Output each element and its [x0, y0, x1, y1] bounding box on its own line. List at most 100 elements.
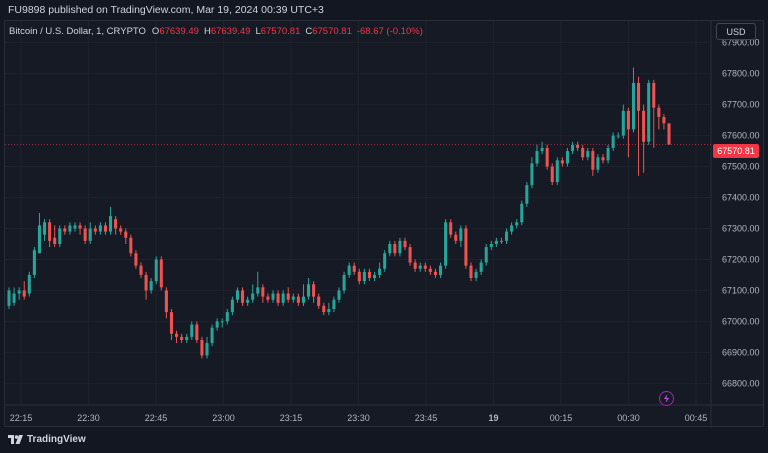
candle-body: [494, 240, 498, 244]
candle-body: [48, 222, 52, 241]
candle-body: [459, 228, 463, 241]
candle-body: [560, 160, 564, 164]
candle-body: [43, 222, 47, 235]
candle-body: [484, 247, 488, 263]
candlestick-chart[interactable]: 67900.00 67800.00 67700.00 67600.00 67500.00…: [5, 21, 765, 428]
candle-body: [642, 110, 646, 142]
candle-body: [220, 321, 224, 323]
y-tick-label: 67600.00: [722, 131, 760, 141]
candle-body: [657, 107, 661, 117]
candle-body: [22, 290, 26, 297]
candle-body: [144, 274, 148, 291]
candle-body: [317, 296, 321, 306]
candle-body: [576, 144, 580, 148]
candle-body: [550, 166, 554, 183]
candle-body: [17, 290, 21, 294]
candle-body: [433, 271, 437, 275]
candle-body: [398, 240, 402, 254]
candle-body: [154, 259, 158, 282]
y-tick-label: 67300.00: [722, 223, 760, 233]
candle-body: [616, 135, 620, 137]
candle-body: [540, 147, 544, 152]
candle-body: [413, 262, 417, 269]
lightning-icon[interactable]: [659, 391, 674, 406]
candle-body: [12, 293, 16, 303]
x-tick-label: 23:00: [212, 413, 235, 423]
candle-body: [276, 293, 280, 303]
candle-body: [83, 228, 87, 241]
candle-body: [637, 82, 641, 111]
candle-body: [555, 160, 559, 183]
legend-symbol[interactable]: Bitcoin / U.S. Dollar, 1, CRYPTO: [9, 26, 146, 37]
candle-body: [327, 309, 331, 313]
candle-body: [230, 299, 234, 313]
legend-open-label: O: [151, 26, 160, 37]
candle-body: [124, 231, 128, 238]
candle-body: [367, 271, 371, 279]
candle-body: [342, 274, 346, 291]
candle-body: [175, 333, 179, 337]
ohlc-legend: Bitcoin / U.S. Dollar, 1, CRYPTO O 67639.…: [9, 26, 428, 37]
candle-body: [631, 82, 635, 130]
candle-body: [301, 296, 305, 303]
candle-body: [662, 117, 666, 124]
candle-body: [134, 253, 138, 266]
candle-body: [515, 222, 519, 226]
candle-body: [525, 185, 529, 204]
footer: [0, 430, 768, 453]
candle-body: [251, 293, 255, 300]
candle-body: [190, 324, 194, 337]
candle-body: [520, 203, 524, 223]
candle-body: [378, 268, 382, 275]
candle-body: [139, 265, 143, 275]
candle-body: [109, 216, 113, 232]
candle-body: [383, 253, 387, 269]
lightning-glyph: [663, 394, 670, 403]
candle-body: [286, 293, 290, 300]
candle-body: [591, 151, 595, 170]
candle-body: [408, 247, 412, 263]
candle-body: [322, 305, 326, 313]
candle-body: [606, 147, 610, 161]
candle-body: [73, 225, 77, 229]
candle-body: [27, 274, 31, 294]
candle-body: [307, 284, 311, 297]
candle-body: [164, 290, 168, 313]
y-tick-label: 66800.00: [722, 378, 760, 388]
candle-body: [337, 290, 341, 300]
candle-body: [565, 151, 569, 164]
legend-change: -68.67 (-0.10%): [356, 26, 423, 37]
candle-body: [611, 135, 615, 148]
x-tick-label: 23:45: [415, 413, 438, 423]
x-tick-label: 23:30: [347, 413, 370, 423]
candle-body: [159, 259, 163, 288]
candle-body: [114, 219, 118, 229]
currency-button[interactable]: USD: [716, 23, 756, 40]
candle-body: [454, 234, 458, 241]
candle-body: [667, 123, 671, 145]
candle-body: [347, 265, 351, 275]
candle-body: [571, 144, 575, 152]
tradingview-brand: TradingView: [27, 434, 86, 445]
candle-body: [98, 225, 102, 232]
candle-body: [464, 228, 468, 266]
candle-body: [205, 343, 209, 356]
x-tick-label: 22:30: [77, 413, 100, 423]
candle-body: [58, 228, 62, 244]
y-tick-label: 67500.00: [722, 162, 760, 172]
candle-body: [271, 293, 275, 300]
tradingview-logo[interactable]: TradingView: [8, 434, 86, 445]
candle-body: [215, 321, 219, 328]
candle-body: [489, 243, 493, 248]
candle-body: [149, 281, 153, 291]
legend-low-value: 67570.81: [260, 26, 301, 37]
last-price-label: 67570.81: [713, 144, 759, 158]
candle-body: [444, 222, 448, 266]
candle-body: [169, 312, 173, 334]
candle-body: [499, 240, 503, 242]
candle-body: [37, 225, 41, 254]
candle-body: [596, 157, 600, 170]
candle-body: [393, 243, 397, 254]
chart-pane[interactable]: 67900.00 67800.00 67700.00 67600.00 67500.00…: [4, 20, 765, 428]
x-tick-label: 00:15: [550, 413, 573, 423]
